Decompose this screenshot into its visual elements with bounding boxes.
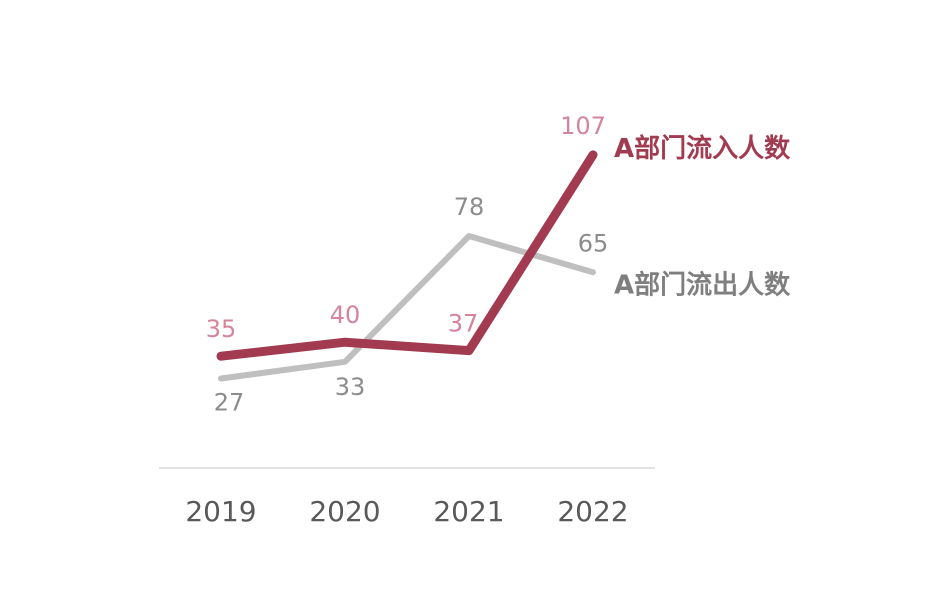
data-label-outflow-2021: 78 bbox=[454, 193, 485, 221]
data-label-outflow-2022: 65 bbox=[578, 229, 609, 257]
data-label-outflow-2019: 27 bbox=[214, 389, 245, 417]
series-name-outflow: A部门流出人数 bbox=[614, 270, 791, 300]
series-line-outflow bbox=[218, 233, 596, 382]
data-label-inflow-2019: 35 bbox=[206, 315, 237, 343]
data-label-inflow-2020: 40 bbox=[330, 301, 361, 329]
series-lines bbox=[216, 150, 598, 382]
series-name-inflow: A部门流入人数 bbox=[614, 134, 791, 164]
x-tick-label-2021: 2021 bbox=[433, 495, 504, 528]
data-labels: 35 40 37 107 27 33 78 65 bbox=[206, 112, 609, 417]
data-label-inflow-2022: 107 bbox=[560, 112, 606, 140]
x-tick-label-2019: 2019 bbox=[185, 495, 256, 528]
series-line-inflow bbox=[216, 150, 598, 361]
x-tick-label-2022: 2022 bbox=[557, 495, 628, 528]
data-label-inflow-2021: 37 bbox=[448, 310, 479, 338]
x-tick-label-2020: 2020 bbox=[309, 495, 380, 528]
data-label-outflow-2020: 33 bbox=[335, 373, 366, 401]
x-axis-tick-labels: 2019 2020 2021 2022 bbox=[185, 495, 628, 528]
series-name-labels: A部门流入人数 A部门流出人数 bbox=[614, 134, 791, 300]
